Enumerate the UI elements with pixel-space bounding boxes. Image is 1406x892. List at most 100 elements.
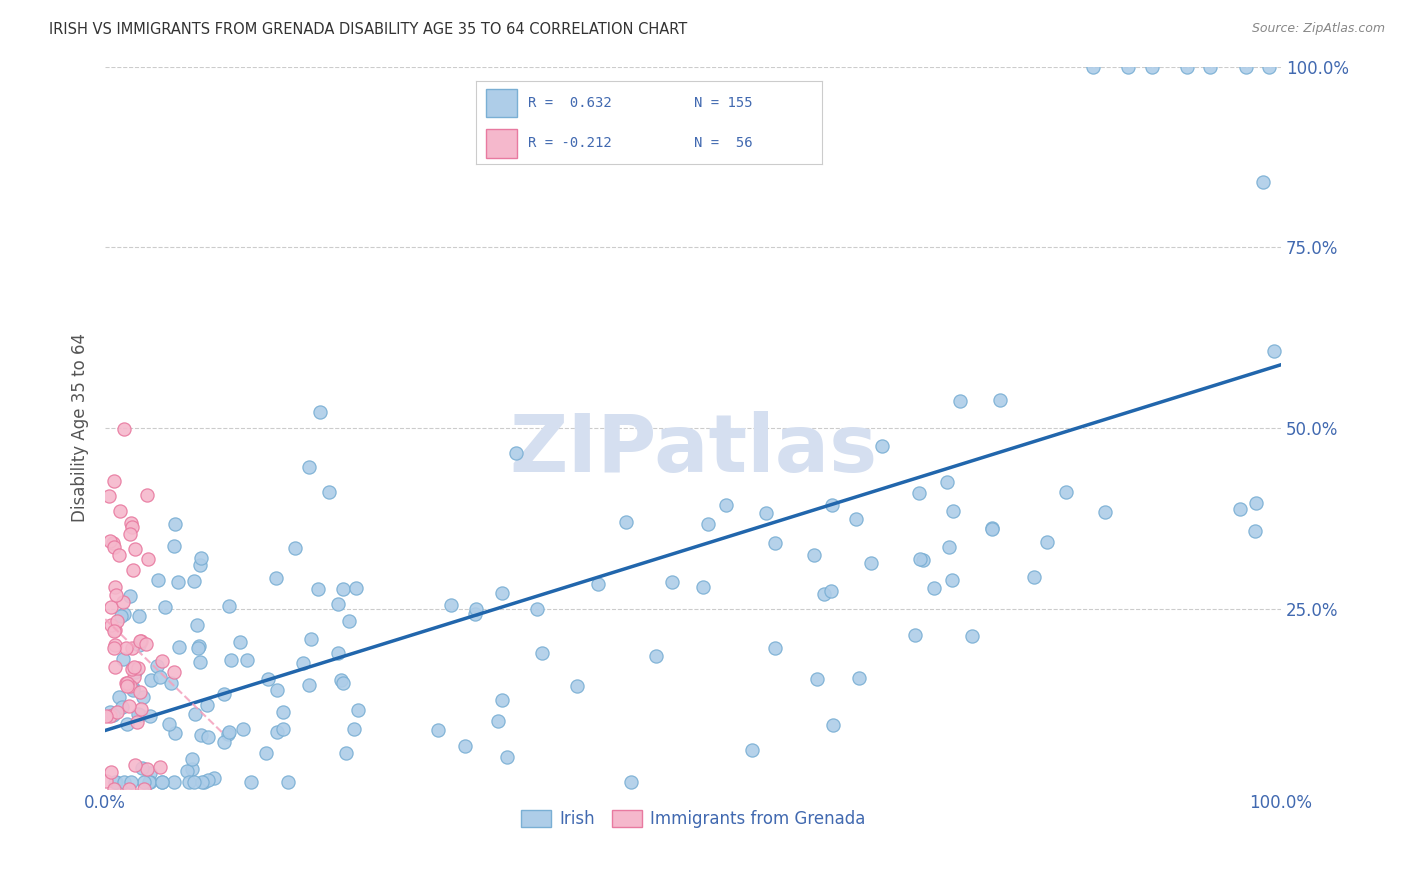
Point bbox=[491, 586, 513, 600]
Point bbox=[101, 535, 124, 549]
Point bbox=[692, 580, 714, 594]
Point bbox=[803, 548, 825, 562]
Point bbox=[941, 574, 963, 588]
Point bbox=[298, 459, 321, 474]
Point bbox=[100, 600, 122, 615]
Point bbox=[104, 624, 127, 638]
Point bbox=[104, 775, 127, 789]
Point bbox=[120, 775, 142, 789]
Point bbox=[217, 726, 239, 740]
Point bbox=[110, 504, 132, 518]
Point bbox=[696, 516, 718, 531]
Point bbox=[938, 540, 960, 554]
Point bbox=[163, 516, 186, 531]
Point bbox=[127, 715, 149, 730]
Point bbox=[129, 701, 152, 715]
Point bbox=[128, 608, 150, 623]
Point bbox=[129, 684, 152, 698]
Point bbox=[98, 534, 121, 549]
Point bbox=[218, 724, 240, 739]
Point bbox=[486, 714, 509, 729]
Point bbox=[98, 706, 121, 720]
Point bbox=[190, 550, 212, 565]
Point bbox=[122, 681, 145, 695]
Point bbox=[187, 641, 209, 656]
Point bbox=[299, 632, 322, 646]
Point bbox=[129, 634, 152, 648]
Point bbox=[214, 735, 236, 749]
Point bbox=[645, 648, 668, 663]
Point bbox=[160, 675, 183, 690]
Y-axis label: Disability Age 35 to 64: Disability Age 35 to 64 bbox=[72, 334, 89, 523]
Point bbox=[115, 679, 138, 693]
Point bbox=[1054, 484, 1077, 499]
Point bbox=[1253, 175, 1275, 189]
Point bbox=[328, 597, 350, 611]
Point bbox=[167, 575, 190, 590]
Point bbox=[239, 775, 262, 789]
Point bbox=[949, 394, 972, 409]
Point bbox=[188, 639, 211, 653]
Point bbox=[273, 722, 295, 736]
Point bbox=[335, 746, 357, 760]
Point bbox=[148, 573, 170, 587]
Point bbox=[132, 690, 155, 705]
Point bbox=[820, 584, 842, 599]
Point bbox=[1263, 344, 1285, 359]
Point bbox=[115, 641, 138, 656]
Point bbox=[104, 660, 127, 674]
Point bbox=[149, 759, 172, 773]
Point bbox=[330, 673, 353, 688]
Point bbox=[454, 739, 477, 753]
Point bbox=[343, 722, 366, 736]
Point bbox=[197, 773, 219, 788]
Point bbox=[132, 782, 155, 797]
Point bbox=[332, 676, 354, 690]
Point bbox=[101, 708, 124, 723]
Point bbox=[188, 558, 211, 573]
Point bbox=[980, 522, 1002, 536]
Point bbox=[155, 599, 177, 614]
Point bbox=[908, 552, 931, 566]
Point bbox=[614, 516, 637, 530]
Point bbox=[136, 762, 159, 776]
Point bbox=[103, 641, 125, 656]
Text: IRISH VS IMMIGRANTS FROM GRENADA DISABILITY AGE 35 TO 64 CORRELATION CHART: IRISH VS IMMIGRANTS FROM GRENADA DISABIL… bbox=[49, 22, 688, 37]
Point bbox=[326, 647, 349, 661]
Point bbox=[1229, 502, 1251, 516]
Point bbox=[344, 581, 367, 595]
Point bbox=[845, 512, 868, 526]
Point bbox=[179, 775, 201, 789]
Text: Source: ZipAtlas.com: Source: ZipAtlas.com bbox=[1251, 22, 1385, 36]
Point bbox=[139, 775, 162, 789]
Point bbox=[190, 775, 212, 789]
Point bbox=[120, 516, 142, 530]
Point bbox=[163, 539, 186, 553]
Point bbox=[464, 607, 486, 621]
Point bbox=[806, 672, 828, 686]
Point bbox=[266, 683, 288, 698]
Point bbox=[121, 520, 143, 534]
Point bbox=[823, 718, 845, 732]
Point bbox=[121, 662, 143, 676]
Point bbox=[100, 618, 122, 632]
Point bbox=[212, 687, 235, 701]
Point bbox=[104, 580, 127, 594]
Point bbox=[232, 722, 254, 736]
Point bbox=[1244, 496, 1267, 510]
Point bbox=[904, 628, 927, 642]
Point bbox=[112, 775, 135, 789]
Point bbox=[741, 743, 763, 757]
Point bbox=[98, 709, 121, 723]
Point bbox=[129, 708, 152, 723]
Point bbox=[763, 640, 786, 655]
Point bbox=[96, 774, 118, 789]
Point bbox=[103, 782, 125, 797]
Point bbox=[122, 670, 145, 684]
Point bbox=[112, 595, 135, 609]
Point bbox=[129, 634, 152, 648]
Point bbox=[169, 640, 191, 654]
Point bbox=[118, 698, 141, 713]
Point bbox=[813, 586, 835, 600]
Point bbox=[184, 707, 207, 722]
